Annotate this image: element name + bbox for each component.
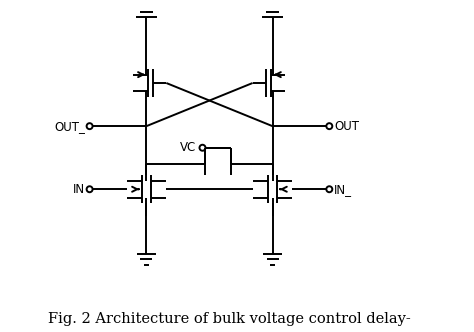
Text: OUT: OUT [334,120,359,133]
Text: Fig. 2 Architecture of bulk voltage control delay-: Fig. 2 Architecture of bulk voltage cont… [48,312,411,326]
Text: IN_: IN_ [334,183,352,196]
Text: VC: VC [180,141,196,154]
Text: OUT_: OUT_ [54,120,85,133]
Text: IN: IN [73,183,85,196]
